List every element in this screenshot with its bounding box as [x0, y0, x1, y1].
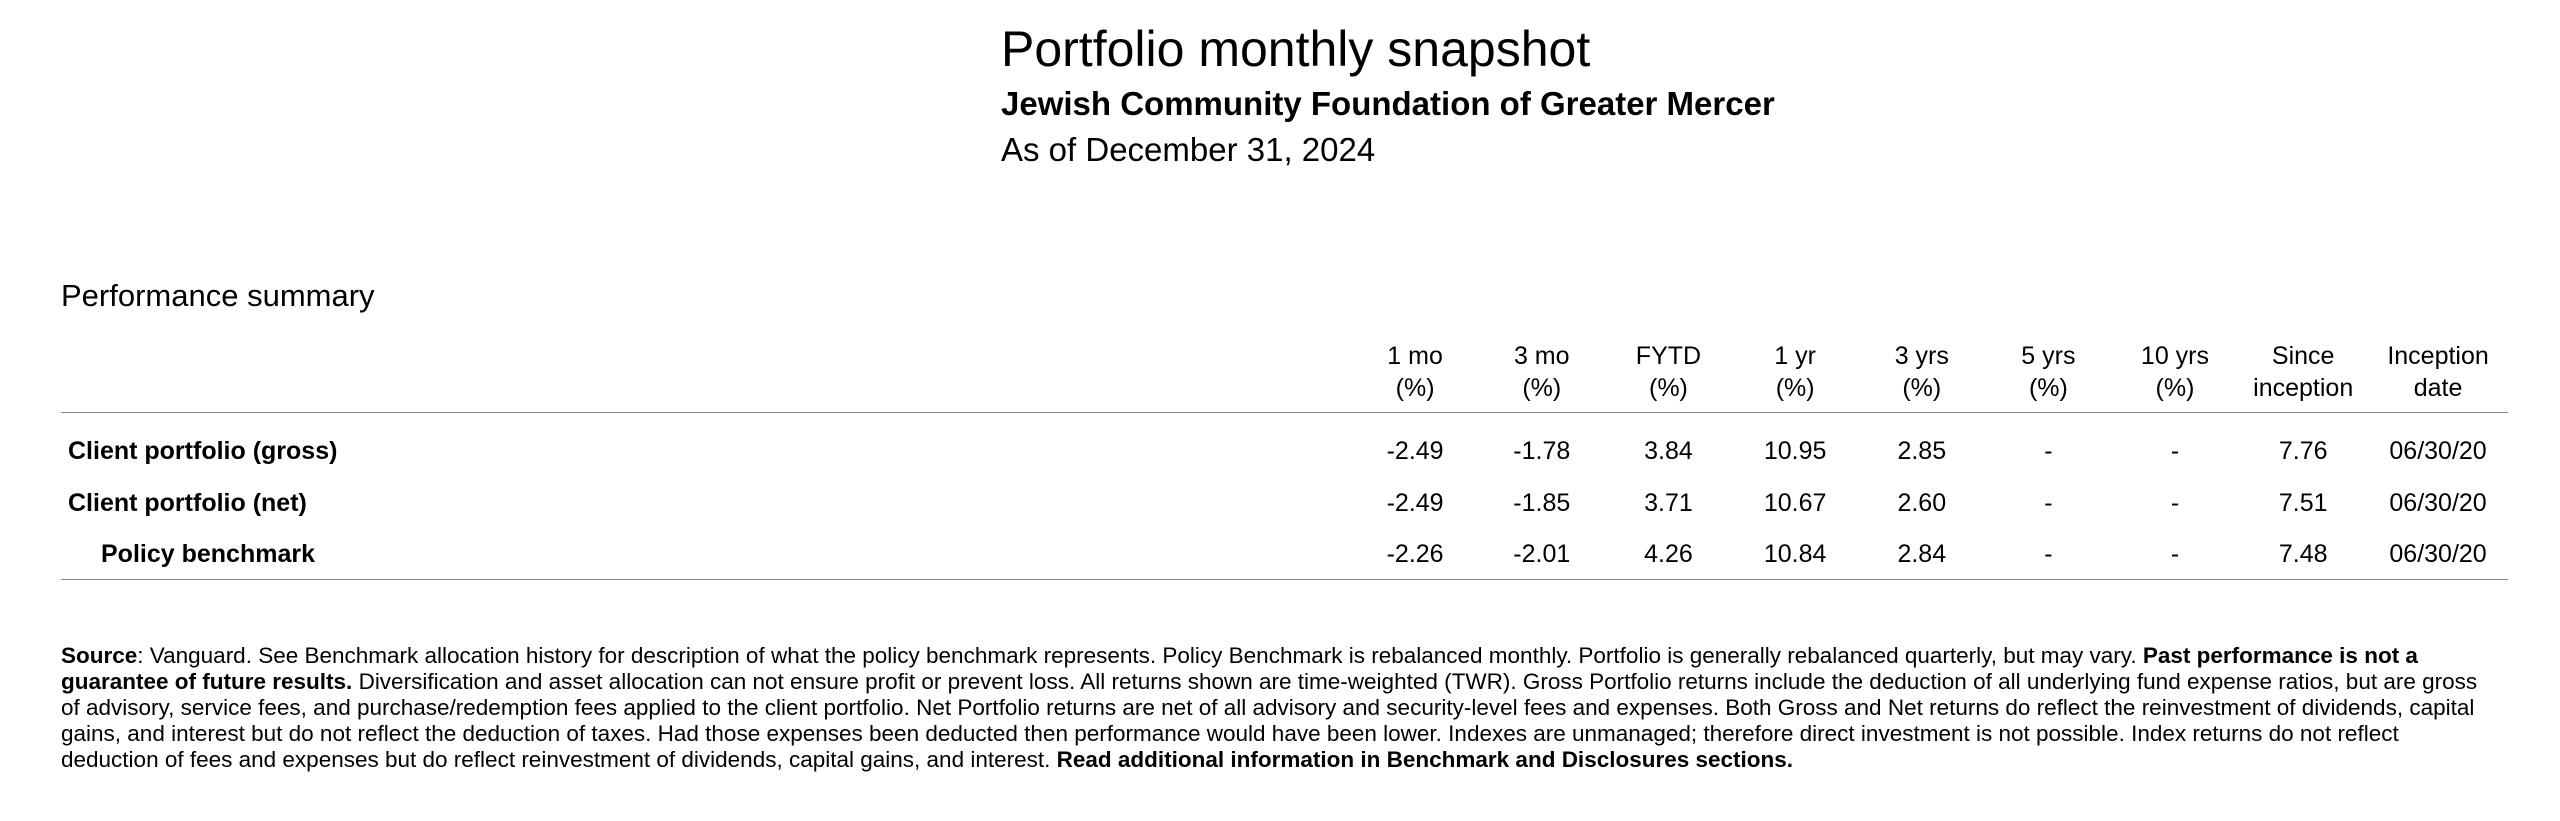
table-cell: -1.78	[1513, 436, 1571, 465]
column-header-3mo: 3 mo (%)	[1478, 332, 1606, 413]
table-cell: 06/30/20	[2389, 488, 2487, 517]
table-cell: 10.67	[1763, 488, 1827, 517]
table-cell: -2.49	[1386, 436, 1444, 465]
source-footnote: Source: Vanguard. See Benchmark allocati…	[61, 643, 2501, 773]
column-header-label	[61, 332, 1352, 413]
table-cell: 06/30/20	[2389, 436, 2487, 465]
table-cell: 3.84	[1644, 436, 1693, 465]
section-title: Performance summary	[61, 278, 375, 313]
column-header-3yrs: 3 yrs (%)	[1858, 332, 1986, 413]
row-label: Policy benchmark	[61, 529, 1352, 580]
organization-name: Jewish Community Foundation of Greater M…	[1001, 85, 1775, 122]
table-cell: -2.49	[1386, 488, 1444, 517]
table-cell: 2.85	[1897, 436, 1947, 465]
table-cell: 06/30/20	[2368, 529, 2508, 580]
column-header-fytd: FYTD (%)	[1605, 332, 1732, 413]
table-cell: -2.01	[1478, 529, 1606, 580]
table-cell: -	[1985, 529, 2112, 580]
page-title: Portfolio monthly snapshot	[1001, 21, 1591, 77]
table-row: Client portfolio (net) -2.49 -1.85 3.71 …	[61, 477, 2508, 529]
footnote-text: : Vanguard. See Benchmark allocation his…	[137, 643, 2143, 668]
table-cell: -	[2044, 488, 2053, 517]
table-cell: 10.84	[1731, 529, 1859, 580]
performance-table: 1 mo (%) 3 mo (%) FYTD (%) 1 yr (%) 3 yrs (%)…	[61, 332, 2508, 580]
row-label: Client portfolio (net)	[68, 488, 307, 517]
table-cell: 2.60	[1897, 488, 1947, 517]
table-cell: 4.26	[1605, 529, 1732, 580]
table-cell: 7.76	[2278, 436, 2328, 465]
table-cell: 3.71	[1644, 488, 1693, 517]
footnote-text: Diversification and asset allocation can…	[61, 669, 2478, 772]
table-cell: -	[2170, 436, 2180, 465]
table-row: Policy benchmark -2.26 -2.01 4.26 10.84 …	[61, 529, 2508, 580]
table-header-row: 1 mo (%) 3 mo (%) FYTD (%) 1 yr (%) 3 yrs (%)…	[61, 332, 2508, 413]
table-cell: 2.84	[1858, 529, 1986, 580]
table-cell: 10.95	[1763, 436, 1827, 465]
column-header-inception-date: Inception date	[2368, 332, 2508, 413]
source-label: Source	[61, 643, 138, 668]
row-label: Client portfolio (gross)	[68, 436, 338, 465]
table-cell: -2.26	[1351, 529, 1479, 580]
table-cell: -	[2111, 529, 2239, 580]
table-row: Client portfolio (gross) -2.49 -1.78 3.8…	[61, 413, 2508, 478]
column-header-10yrs: 10 yrs (%)	[2111, 332, 2239, 413]
column-header-1mo: 1 mo (%)	[1351, 332, 1479, 413]
as-of-date: As of December 31, 2024	[1001, 131, 1376, 168]
table-cell: -1.85	[1513, 488, 1571, 517]
table-cell: -	[2044, 436, 2053, 465]
table-cell: 7.51	[2278, 488, 2328, 517]
column-header-since-inception: Since inception	[2238, 332, 2369, 413]
footnote-emphasis: Past performance is not a guarantee of f…	[61, 643, 2418, 694]
report-header: Portfolio monthly snapshot Jewish Commun…	[1001, 18, 1775, 170]
column-header-5yrs: 5 yrs (%)	[1985, 332, 2112, 413]
footnote-emphasis: Read additional information in Benchmark…	[1056, 747, 1794, 772]
table-cell: -	[2170, 488, 2180, 517]
table-cell: 7.48	[2238, 529, 2369, 580]
column-header-1yr: 1 yr (%)	[1731, 332, 1859, 413]
